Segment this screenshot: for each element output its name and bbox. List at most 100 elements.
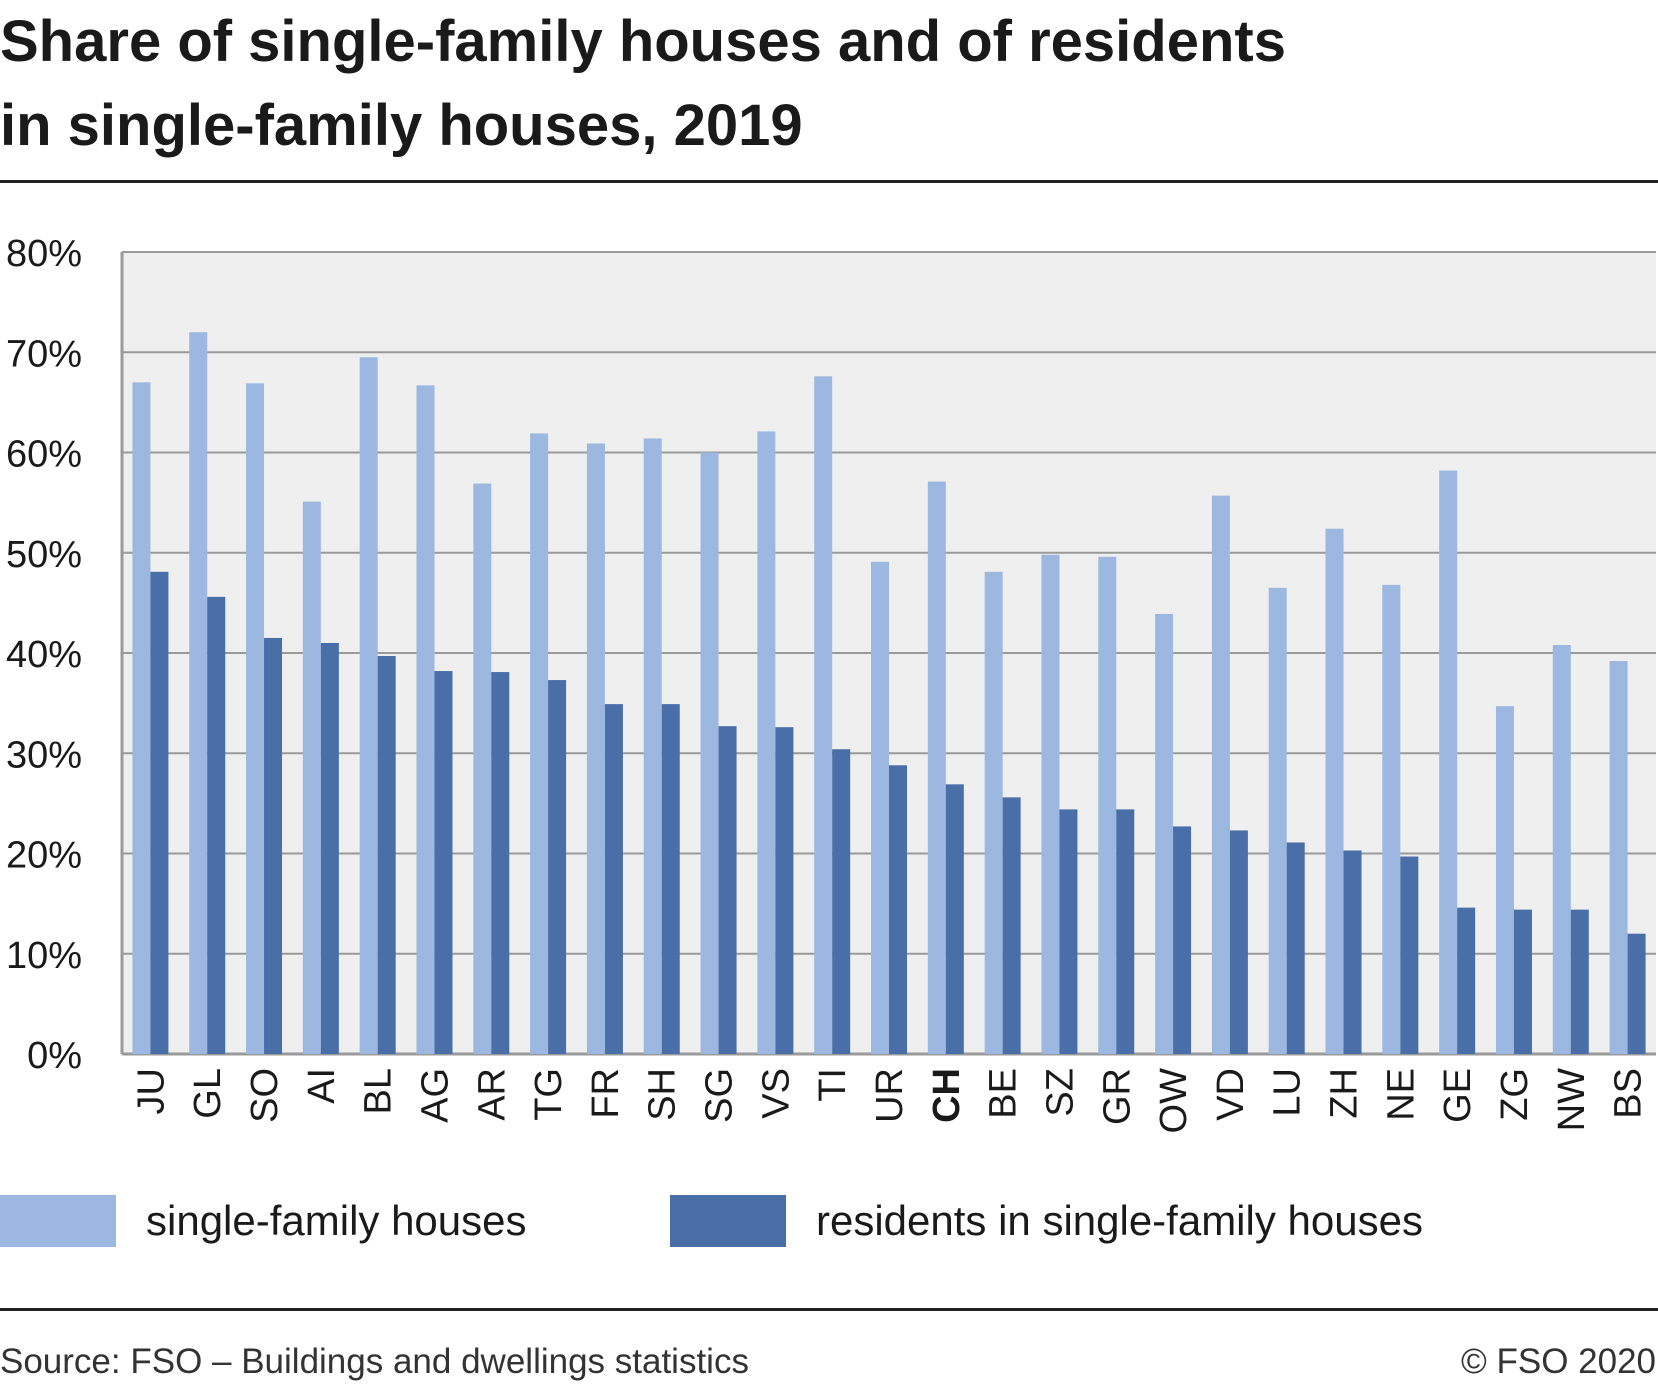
x-tick-label-ai: AI [301, 1068, 343, 1104]
bar-houses-sh [643, 438, 662, 1055]
y-tick-label: 10% [6, 935, 82, 977]
bar-houses-zg [1495, 706, 1514, 1054]
bar-houses-tg [530, 433, 549, 1054]
bar-residents-bl [377, 656, 396, 1054]
bar-houses-sg [700, 452, 719, 1054]
legend-label-houses: single-family houses [146, 1197, 527, 1244]
bar-residents-be [1002, 797, 1021, 1054]
x-tick-label-gl: GL [187, 1068, 229, 1119]
bar-residents-ti [832, 749, 851, 1054]
x-tick-label-so: SO [244, 1068, 286, 1123]
bar-houses-so [246, 383, 265, 1054]
title-divider [0, 180, 1658, 183]
bar-houses-nw [1552, 644, 1571, 1054]
bar-houses-vs [757, 431, 776, 1054]
legend-swatch-residents [670, 1195, 786, 1247]
bar-residents-ow [1173, 826, 1192, 1054]
x-tick-label-ur: UR [869, 1068, 911, 1123]
footer-divider [0, 1308, 1658, 1311]
bar-houses-ju [132, 382, 151, 1054]
bar-houses-ag [416, 385, 435, 1054]
bar-chart: 0% 10% 20% 30% 40% 50% 60% 70% 80% JU GL SO AI BL AG A… [6, 233, 1656, 1134]
x-axis-tick-labels: JU GL SO AI BL AG AR TG FR SH SG VS TI UR CH BE SZ GR OW VD… [130, 1068, 1649, 1134]
y-tick-label: 40% [6, 634, 82, 676]
bar-residents-sg [718, 726, 737, 1054]
bar-houses-sz [1041, 554, 1060, 1054]
y-tick-label: 70% [6, 333, 82, 375]
y-tick-label: 20% [6, 835, 82, 877]
bar-residents-ch [945, 784, 964, 1054]
y-tick-label: 80% [6, 233, 82, 275]
bar-houses-bl [359, 357, 378, 1054]
legend-label-residents: residents in single-family houses [816, 1197, 1423, 1244]
x-tick-label-ti: TI [812, 1068, 854, 1102]
source-note: Source: FSO – Buildings and dwellings st… [0, 1342, 749, 1381]
legend-item-residents: residents in single-family houses [670, 1195, 1423, 1247]
bar-houses-ti [814, 376, 833, 1054]
bar-residents-gr [1116, 809, 1135, 1054]
x-tick-label-be: BE [983, 1068, 1025, 1119]
bar-houses-vd [1211, 495, 1230, 1054]
x-tick-label-vd: VD [1210, 1068, 1252, 1121]
x-tick-label-ju: JU [130, 1068, 172, 1114]
x-tick-label-sz: SZ [1039, 1068, 1081, 1117]
chart-title: Share of single-family houses and of res… [0, 0, 1600, 168]
x-tick-label-zh: ZH [1324, 1068, 1366, 1119]
legend-item-houses: single-family houses [0, 1195, 527, 1247]
bar-residents-sz [1059, 809, 1078, 1054]
x-tick-label-nw: NW [1551, 1068, 1593, 1131]
bar-houses-zh [1325, 528, 1344, 1054]
x-tick-label-ge: GE [1437, 1068, 1479, 1123]
y-tick-label: 50% [6, 534, 82, 576]
bar-residents-ne [1400, 856, 1419, 1054]
chart-title-line-2: in single-family houses, 2019 [0, 93, 803, 158]
bar-houses-gl [189, 332, 208, 1054]
bar-residents-vd [1229, 830, 1248, 1054]
chart-title-line-1: Share of single-family houses and of res… [0, 9, 1286, 74]
x-tick-label-ag: AG [414, 1068, 456, 1123]
bars [132, 332, 1646, 1055]
bar-residents-nw [1570, 909, 1589, 1054]
bar-houses-ow [1155, 613, 1174, 1054]
x-tick-label-ch: CH [926, 1068, 968, 1123]
bar-residents-tg [548, 680, 567, 1054]
y-tick-label: 30% [6, 734, 82, 776]
x-tick-label-sh: SH [642, 1068, 684, 1121]
bar-houses-ch [927, 481, 946, 1054]
x-tick-label-ne: NE [1380, 1068, 1422, 1121]
x-tick-label-vs: VS [755, 1068, 797, 1119]
bar-residents-gl [207, 596, 226, 1054]
bar-residents-ar [491, 672, 510, 1054]
bar-residents-ju [150, 571, 169, 1054]
x-tick-label-zg: ZG [1494, 1068, 1536, 1121]
bar-houses-fr [586, 443, 605, 1054]
bar-houses-ai [302, 501, 321, 1054]
bar-houses-bs [1609, 661, 1628, 1054]
bar-houses-ar [473, 483, 492, 1054]
bar-houses-ge [1439, 470, 1458, 1054]
y-tick-label: 0% [27, 1035, 82, 1077]
bar-residents-so [264, 637, 283, 1054]
x-tick-label-ar: AR [471, 1068, 513, 1121]
bar-houses-gr [1098, 556, 1117, 1054]
x-tick-label-lu: LU [1267, 1068, 1309, 1117]
bar-residents-ai [320, 642, 339, 1054]
x-tick-label-ow: OW [1153, 1068, 1195, 1134]
x-tick-label-bs: BS [1608, 1068, 1650, 1119]
bar-residents-bs [1627, 933, 1646, 1054]
bar-houses-lu [1268, 587, 1287, 1054]
x-tick-label-gr: GR [1096, 1068, 1138, 1125]
bar-houses-be [984, 571, 1003, 1054]
y-axis-tick-labels: 0% 10% 20% 30% 40% 50% 60% 70% 80% [6, 233, 82, 1077]
copyright-note: © FSO 2020 [1460, 1342, 1656, 1381]
bar-houses-ne [1382, 584, 1401, 1054]
bar-residents-ag [434, 671, 453, 1054]
bar-residents-sh [661, 704, 680, 1054]
bar-residents-ge [1457, 907, 1476, 1054]
x-tick-label-sg: SG [699, 1068, 741, 1123]
bar-residents-vs [775, 727, 794, 1054]
legend-swatch-houses [0, 1195, 116, 1247]
bar-residents-zh [1343, 850, 1362, 1054]
bar-residents-lu [1286, 842, 1305, 1054]
bar-residents-fr [604, 704, 623, 1054]
